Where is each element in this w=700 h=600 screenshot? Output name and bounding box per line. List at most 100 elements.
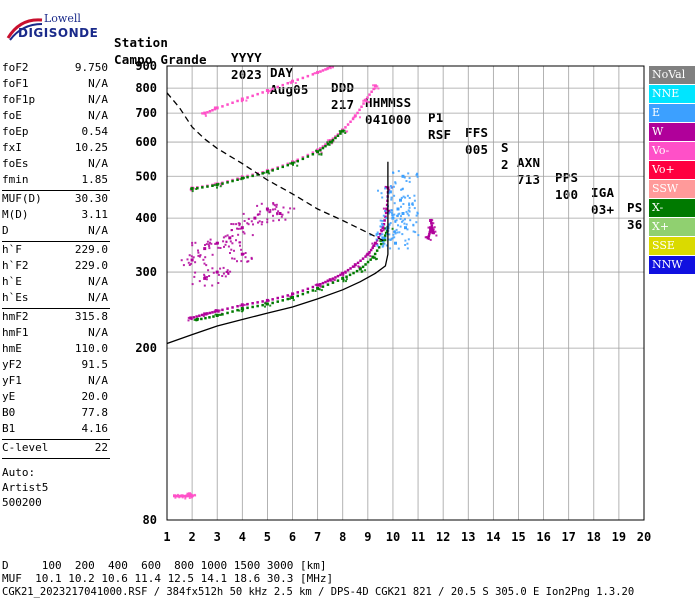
echo-point — [224, 243, 227, 246]
echo-point — [379, 225, 382, 228]
echo-point — [203, 284, 206, 287]
echo-point — [296, 294, 299, 298]
echo-point — [341, 276, 345, 280]
echo-point — [221, 308, 224, 312]
echo-point — [245, 99, 248, 102]
echo-point — [219, 314, 222, 316]
hdr-ps: PS — [627, 200, 643, 215]
echo-point — [240, 260, 243, 263]
plot-frame — [166, 65, 645, 521]
hdr-ffs: FFS — [465, 125, 489, 140]
echo-point — [377, 87, 380, 90]
echo-point — [392, 233, 395, 236]
param-divider — [2, 308, 110, 309]
echo-point — [391, 214, 394, 217]
echo-point — [296, 159, 299, 163]
echo-point — [394, 221, 397, 223]
param-name: hmF1 — [2, 326, 29, 339]
echo-point — [358, 108, 361, 112]
y-tick-label: 80 — [143, 513, 157, 527]
echo-point — [211, 109, 214, 112]
echo-point — [231, 235, 234, 237]
echo-point — [412, 223, 415, 226]
echo-point — [402, 195, 405, 198]
echo-point — [218, 309, 221, 312]
echo-point — [208, 316, 211, 319]
param-name: MUF(D) — [2, 192, 42, 205]
echo-point — [276, 296, 279, 300]
echo-point — [226, 234, 229, 237]
echo-point — [296, 291, 299, 294]
echo-point — [236, 178, 239, 181]
echo-point — [377, 246, 381, 249]
echo-point — [372, 245, 375, 248]
val-ps: 36 — [627, 217, 643, 232]
echo-point — [243, 232, 246, 235]
series-profile — [166, 161, 389, 345]
echo-point — [377, 236, 380, 239]
auto-line: Auto: — [2, 466, 36, 479]
echo-point — [256, 173, 259, 176]
echo-point — [391, 237, 394, 240]
echo-point — [278, 212, 282, 215]
x-tick-label: 5 — [264, 530, 271, 544]
echo-point — [405, 180, 408, 182]
electron-density-profile-line — [166, 161, 389, 345]
echo-point — [382, 229, 385, 232]
echo-point — [274, 208, 277, 211]
echo-point — [321, 285, 325, 288]
param-name: M(D) — [2, 208, 29, 221]
echo-point — [306, 291, 310, 294]
echo-point — [342, 279, 345, 282]
echo-point — [428, 232, 431, 236]
echo-point — [238, 224, 241, 227]
series-trace-2hop-O — [189, 84, 380, 192]
echo-point — [210, 242, 213, 245]
param-value: 10.25 — [74, 141, 108, 154]
param-name: D — [2, 224, 9, 237]
echo-point — [363, 98, 367, 102]
param-row: D N/A — [2, 223, 110, 239]
echo-point — [352, 271, 355, 275]
logo-swoosh-icon — [6, 18, 43, 41]
echo-point — [278, 219, 280, 222]
x-tick-label: 16 — [536, 530, 550, 544]
echo-point — [349, 267, 352, 270]
echo-point — [222, 272, 225, 275]
echo-point — [364, 263, 367, 266]
echo-point — [401, 188, 404, 191]
echo-point — [359, 267, 362, 270]
param-name: foF2 — [2, 61, 29, 74]
echo-point — [268, 172, 271, 175]
echo-point — [326, 68, 329, 71]
echo-point — [265, 207, 269, 211]
echo-point — [214, 107, 216, 110]
echo-point — [188, 497, 191, 499]
echo-point — [269, 210, 272, 213]
echo-point — [240, 303, 244, 307]
echo-point — [429, 238, 432, 241]
echo-point — [216, 186, 218, 189]
echo-point — [366, 96, 369, 99]
param-row: foEp 0.54 — [2, 124, 110, 140]
echo-point — [239, 304, 242, 307]
echo-point — [186, 258, 189, 261]
echo-point — [362, 99, 365, 102]
echo-point — [390, 196, 393, 199]
echo-point — [328, 140, 332, 144]
legend-item-sse: SSE — [649, 237, 695, 255]
digisonde-logo: Lowell DIGISONDE — [4, 10, 99, 50]
val-station: Campo Grande — [114, 52, 207, 67]
param-row: fxI 10.25 — [2, 140, 110, 156]
echo-point — [190, 258, 194, 262]
echo-point — [276, 85, 279, 89]
echo-point — [382, 207, 385, 210]
echo-point — [353, 265, 356, 268]
echo-point — [365, 100, 368, 103]
echo-point — [263, 171, 266, 174]
echo-point — [284, 218, 287, 221]
echo-point — [211, 284, 214, 287]
echo-point — [268, 90, 271, 93]
echo-point — [431, 229, 435, 232]
param-value: 110.0 — [74, 342, 108, 355]
